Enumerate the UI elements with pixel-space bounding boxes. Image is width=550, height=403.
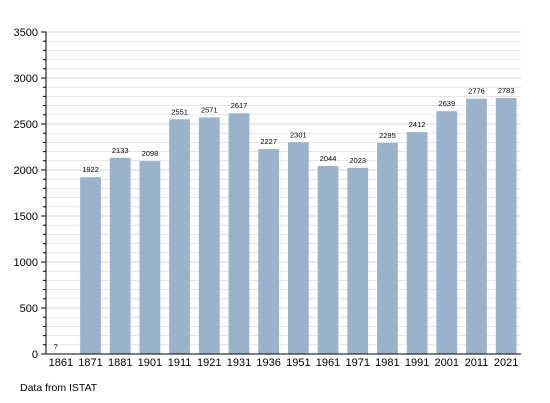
x-tick-label-1881: 1881 xyxy=(108,357,132,369)
y-tick-label: 2000 xyxy=(14,165,38,177)
data-label-1881: 2133 xyxy=(112,146,129,155)
data-label-1921: 2571 xyxy=(201,105,218,114)
bar-1901 xyxy=(139,160,161,354)
y-tick-label: 3000 xyxy=(14,73,38,85)
y-tick-label: 500 xyxy=(20,303,38,315)
data-label-1911: 2551 xyxy=(171,107,188,116)
bar-2021 xyxy=(495,97,517,355)
data-label-1991: 2412 xyxy=(409,120,426,129)
bar-1991 xyxy=(406,132,428,354)
x-tick-label-1901: 1901 xyxy=(138,357,162,369)
x-tick-label-1861: 1861 xyxy=(49,357,73,369)
bar-1911 xyxy=(169,119,190,354)
bar-1971 xyxy=(347,167,369,354)
bar-1921 xyxy=(198,117,220,354)
source-note: Data from ISTAT xyxy=(20,382,98,394)
data-label-1981: 2295 xyxy=(379,131,396,140)
bar-1961 xyxy=(317,165,339,354)
y-axis: 0 500 1000 1500 2000 2500 3000 3500 xyxy=(14,27,47,361)
bar-1881 xyxy=(109,157,131,354)
bar-2001 xyxy=(436,111,458,354)
bar-1936 xyxy=(258,149,280,354)
y-tick-label: 0 xyxy=(32,349,38,361)
data-label-1901: 2098 xyxy=(142,149,159,158)
x-axis: 1861 1871 1881 1901 1911 1921 1931 1936 1951 1961… xyxy=(46,353,521,369)
bar-2011 xyxy=(466,98,487,354)
data-label-2001: 2639 xyxy=(438,99,455,108)
data-label-1951: 2301 xyxy=(290,130,307,139)
data-label-1961: 2044 xyxy=(320,154,337,163)
x-tick-label-1911: 1911 xyxy=(168,357,192,369)
data-label-1971: 2023 xyxy=(349,156,366,165)
bar-1951 xyxy=(287,142,309,354)
x-tick-label-1936: 1936 xyxy=(256,357,280,369)
bar-1981 xyxy=(377,142,398,354)
x-tick-label-1961: 1961 xyxy=(316,357,340,369)
bars xyxy=(80,97,517,355)
y-tick-label: 2500 xyxy=(14,119,38,131)
y-tick-label: 1500 xyxy=(14,211,38,223)
data-label-1936: 2227 xyxy=(260,137,277,146)
x-tick-label-1871: 1871 xyxy=(78,357,102,369)
data-label-1931: 2617 xyxy=(231,101,248,110)
data-label-1871: 1922 xyxy=(82,165,99,174)
data-label-2011: 2776 xyxy=(468,87,485,96)
x-tick-label-2011: 2011 xyxy=(465,357,489,369)
bar-1871 xyxy=(80,177,101,354)
y-tick-label: 1000 xyxy=(14,257,38,269)
data-labels: ? 1922 2133 2098 2551 2571 2617 2227 2301 2044 202… xyxy=(53,86,514,351)
x-tick-label-1981: 1981 xyxy=(375,357,399,369)
y-tick-label: 3500 xyxy=(14,27,38,39)
bar-1931 xyxy=(228,113,250,355)
x-tick-label-2001: 2001 xyxy=(435,357,459,369)
x-tick-label-1991: 1991 xyxy=(405,357,429,369)
x-tick-label-2021: 2021 xyxy=(494,357,518,369)
x-tick-label-1971: 1971 xyxy=(345,357,369,369)
data-label-1861: ? xyxy=(53,342,57,351)
x-tick-label-1921: 1921 xyxy=(197,357,221,369)
x-tick-label-1931: 1931 xyxy=(227,357,251,369)
data-label-2021: 2783 xyxy=(498,86,515,95)
x-tick-label-1951: 1951 xyxy=(286,357,310,369)
